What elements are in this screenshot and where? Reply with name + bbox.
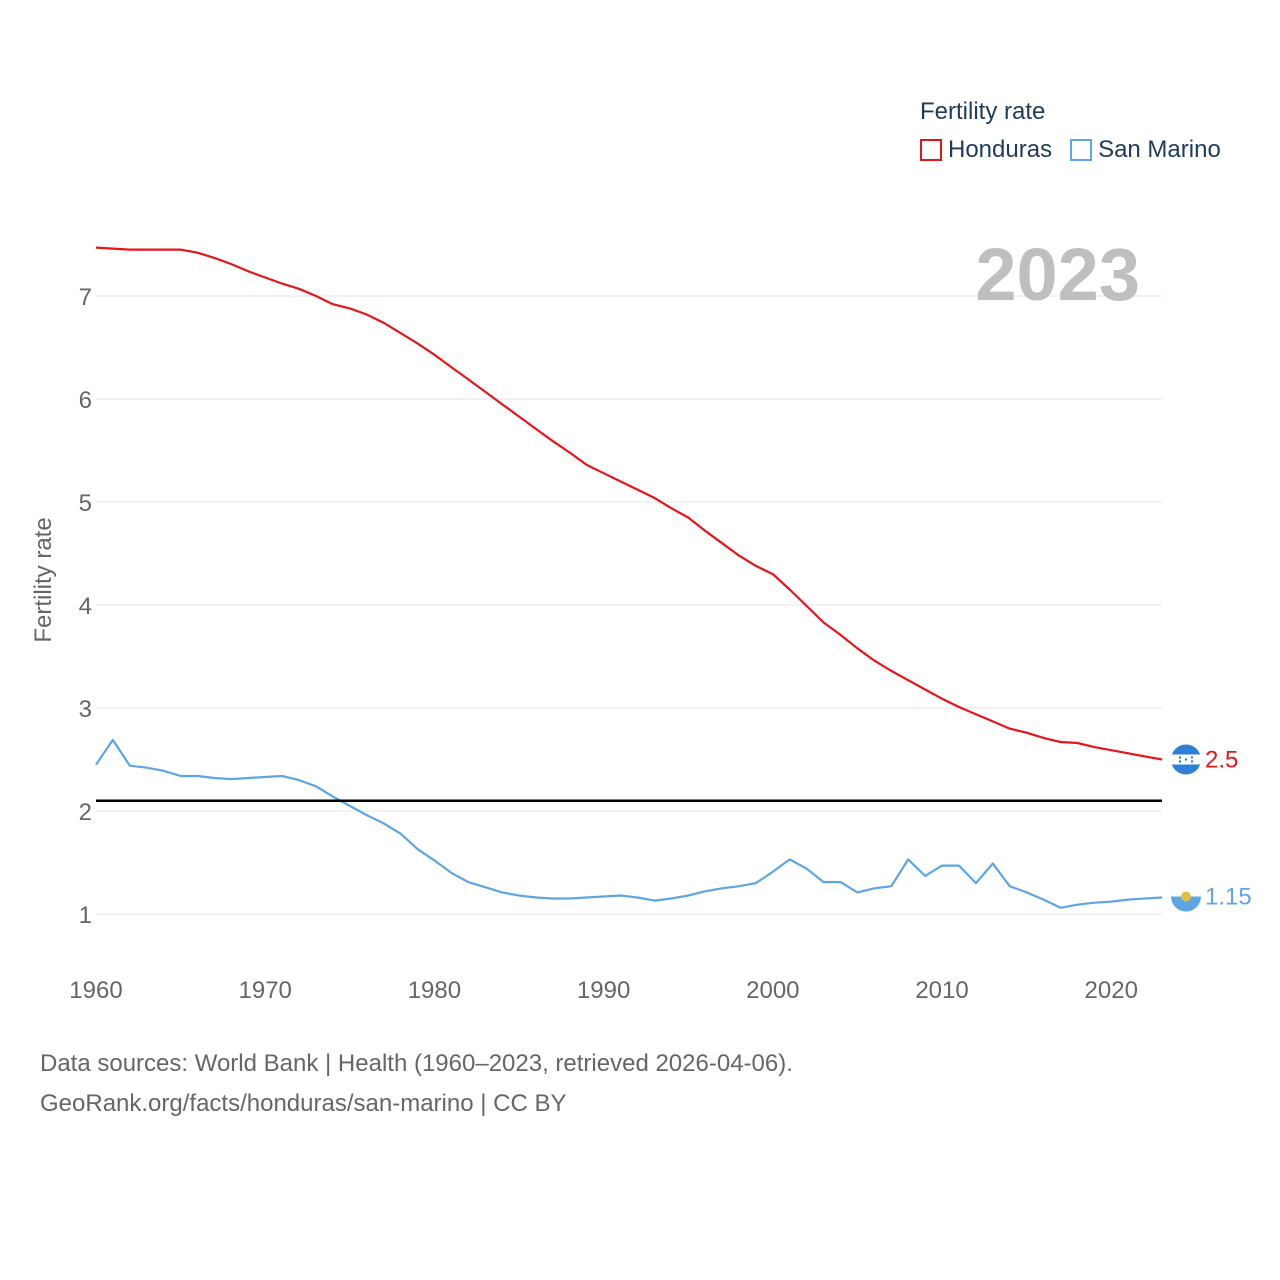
series-lines <box>95 246 1163 909</box>
legend-item-honduras[interactable]: Honduras <box>920 136 1052 164</box>
y-tick-5: 5 <box>79 490 92 517</box>
y-tick-4: 4 <box>79 593 92 620</box>
y-tick-2: 2 <box>79 799 92 826</box>
x-tick-2020: 2020 <box>1085 977 1138 1004</box>
san-marino-flag-emblem <box>1181 891 1191 902</box>
year-label: 2023 <box>975 233 1140 316</box>
legend-title: Fertility rate <box>920 98 1046 125</box>
honduras-flag-star-4 <box>1190 760 1194 763</box>
end-label-honduras: 2.5 <box>1205 747 1238 774</box>
x-tick-2000: 2000 <box>746 977 799 1004</box>
honduras-flag-star-0 <box>1178 756 1182 759</box>
san-marino-flag-white-half <box>1171 881 1201 897</box>
y-tick-labels: 1 2 3 4 5 6 7 <box>79 284 92 929</box>
x-tick-1960: 1960 <box>69 977 122 1004</box>
y-tick-7: 7 <box>79 284 92 311</box>
honduras-flag-star-1 <box>1190 756 1194 759</box>
grid-lines <box>96 295 1162 915</box>
legend: Fertility rate Honduras San Marino <box>920 98 1221 164</box>
x-tick-1980: 1980 <box>408 977 461 1004</box>
y-tick-6: 6 <box>79 387 92 414</box>
data-sources-text: Data sources: World Bank | Health (1960–… <box>40 1050 793 1077</box>
honduras-flag-star-3 <box>1178 760 1182 763</box>
end-label-san-marino: 1.15 <box>1205 884 1252 911</box>
x-tick-1990: 1990 <box>577 977 630 1004</box>
y-tick-1: 1 <box>79 902 92 929</box>
footer: Data sources: World Bank | Health (1960–… <box>40 1044 793 1124</box>
end-markers: 2.5 1.15 <box>1171 744 1252 912</box>
x-tick-2010: 2010 <box>915 977 968 1004</box>
legend-label-san-marino: San Marino <box>1098 136 1221 163</box>
legend-swatch-honduras <box>920 139 942 161</box>
legend-item-san-marino[interactable]: San Marino <box>1070 136 1221 164</box>
y-tick-3: 3 <box>79 696 92 723</box>
honduras-flag-star-2 <box>1184 758 1188 761</box>
x-tick-1970: 1970 <box>239 977 292 1004</box>
x-tick-labels: 1960 1970 1980 1990 2000 2010 2020 <box>69 977 1138 1004</box>
source-url[interactable]: GeoRank.org/facts/honduras/san-marino | … <box>40 1090 567 1117</box>
honduras-flag-icon <box>1171 744 1201 775</box>
series-line-honduras <box>95 246 1163 761</box>
legend-swatch-san-marino <box>1070 139 1093 161</box>
legend-label-honduras: Honduras <box>948 136 1053 163</box>
san-marino-flag-icon <box>1171 881 1201 912</box>
y-axis-label: Fertility rate <box>30 517 57 642</box>
series-line-san-marino <box>95 738 1163 909</box>
